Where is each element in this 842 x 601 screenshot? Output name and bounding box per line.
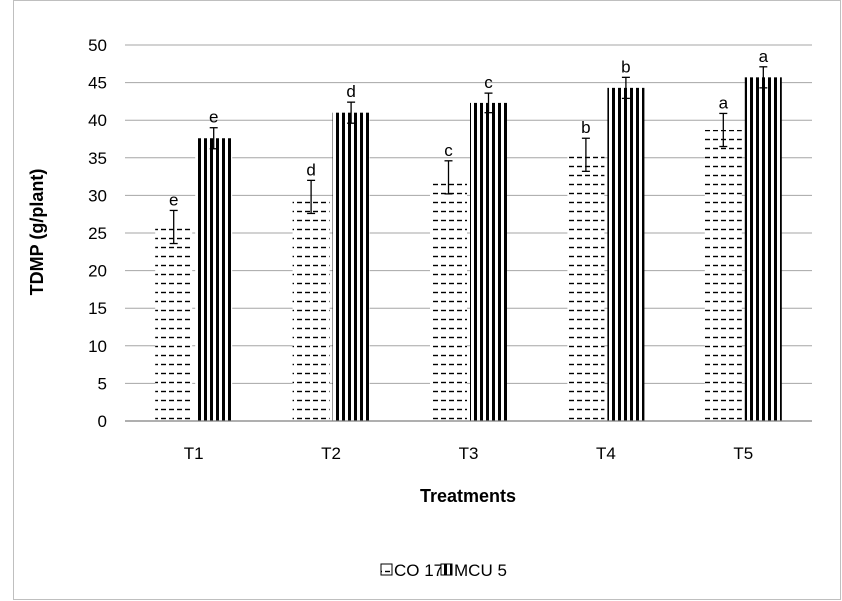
x-tick-label: T4 [596,444,616,463]
significance-letter: e [169,190,178,209]
x-tick-label: T5 [733,444,753,463]
y-tick-label: 50 [88,36,107,55]
bar-mcu5-t4 [607,87,645,421]
x-tick-labels: T1 T2 T3 T4 T5 [184,444,753,463]
x-tick-label: T1 [184,444,204,463]
bar-co17-t4 [567,154,605,422]
legend-swatch-mcu5 [440,563,453,576]
error-bar [759,66,768,89]
error-bar [621,76,630,100]
x-tick-label: T2 [321,444,341,463]
y-tick-label: 40 [88,111,107,130]
bar-mcu5-t1 [195,138,233,422]
bar-mcu5-t3 [470,102,507,422]
bars [155,77,782,422]
error-bar [484,92,493,114]
bar-mcu5-t2 [332,112,370,422]
bar-co17-t5 [704,129,742,421]
y-tick-label: 35 [88,149,107,168]
y-tick-label: 10 [88,337,107,356]
significance-letter: b [621,57,630,76]
significance-letter: a [759,47,769,66]
significance-letter: d [306,160,315,179]
error-bar [347,101,356,124]
bar-mcu5-t5 [744,77,782,421]
y-tick-labels: 0 5 10 15 20 25 30 35 40 45 50 [88,36,107,431]
x-axis-title: Treatments [420,486,516,506]
y-tick-label: 0 [98,412,107,431]
legend-swatch-co17 [380,563,393,576]
significance-letters: e e d d c c b b a a [169,47,769,210]
significance-letter: e [209,108,218,127]
error-bar [307,179,316,215]
y-tick-label: 5 [98,374,107,393]
error-bar [209,127,218,150]
y-tick-label: 15 [88,299,107,318]
legend: CO 17 MCU 5 [380,561,507,580]
y-tick-label: 25 [88,224,107,243]
significance-letter: b [581,118,590,137]
bar-co17-t2 [292,196,330,421]
error-bar [169,209,178,245]
error-bars [169,66,768,245]
y-tick-label: 30 [88,186,107,205]
significance-letter: a [719,93,729,112]
y-tick-label: 45 [88,74,107,93]
bar-co17-t1 [155,226,193,421]
y-tick-label: 20 [88,262,107,281]
y-axis-title: TDMP (g/plant) [27,169,47,296]
legend-label-mcu5: MCU 5 [454,561,507,580]
error-bar [444,160,453,195]
legend-label-co17: CO 17 [394,561,443,580]
bar-co17-t3 [430,177,467,421]
chart-frame [13,0,841,600]
error-bar [581,137,590,172]
significance-letter: d [346,82,355,101]
significance-letter: c [484,73,493,92]
gridlines [125,44,812,384]
significance-letter: c [444,141,453,160]
error-bar [719,112,728,148]
x-tick-label: T3 [459,444,479,463]
